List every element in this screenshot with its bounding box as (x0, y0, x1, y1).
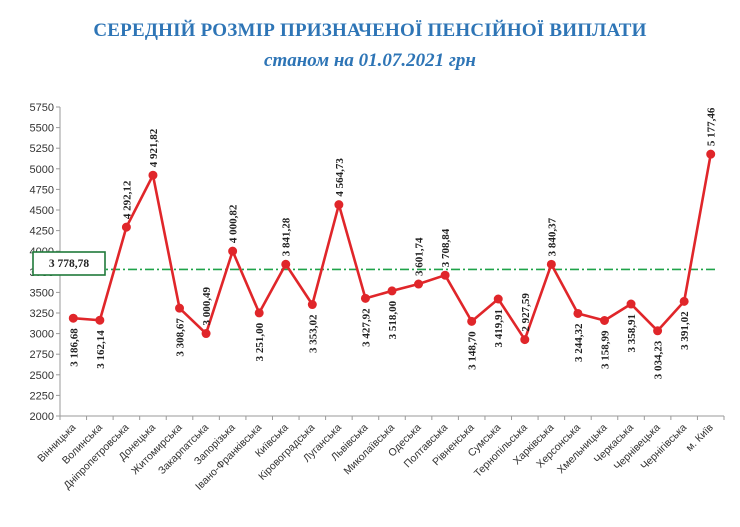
chart-axes: 2000225025002750300032503500375040004250… (30, 102, 725, 423)
y-tick-label: 5250 (30, 143, 54, 155)
data-label: 3 353,02 (307, 314, 319, 353)
data-label: 3 308,67 (175, 318, 187, 357)
data-point (414, 279, 424, 289)
data-label: 3 419,91 (493, 309, 505, 348)
y-tick-label: 5500 (30, 123, 54, 135)
data-point (573, 308, 583, 318)
data-label: 3 391,02 (679, 311, 691, 350)
data-labels-group: 3 186,68 3 162,14 4 292,12 4 921,82 3 308,67… (68, 107, 717, 379)
data-point (387, 286, 397, 296)
data-point (546, 259, 556, 269)
data-point (334, 200, 344, 210)
data-label: 3 162,14 (95, 330, 107, 369)
data-label: 3 358,91 (626, 314, 638, 353)
data-label: 3 186,68 (68, 328, 80, 367)
category-labels-group: ВінницькаВолинськаДніпропетровськаДонець… (35, 421, 716, 492)
series-line-group (68, 149, 716, 345)
y-tick-label: 3250 (30, 308, 54, 320)
data-point (307, 300, 317, 310)
data-label: 3 841,28 (281, 217, 293, 256)
y-tick-label: 2250 (30, 390, 54, 402)
data-label: 3 244,32 (573, 323, 585, 362)
y-tick-label: 3500 (30, 287, 54, 299)
data-point (121, 222, 131, 232)
data-point (281, 259, 291, 269)
average-line-group: 3 778,78 (32, 251, 718, 276)
data-point (493, 294, 503, 304)
data-point (95, 315, 105, 325)
data-point (201, 329, 211, 339)
average-label: 3 778,78 (49, 258, 90, 270)
data-point (653, 326, 663, 336)
chart-subtitle: станом на 01.07.2021 грн (264, 50, 476, 71)
data-point (68, 313, 78, 323)
data-label: 3 158,99 (599, 330, 611, 369)
data-label: 2 927,59 (520, 293, 532, 332)
data-label: 3 000,49 (201, 287, 213, 326)
data-point (599, 315, 609, 325)
data-point (148, 170, 158, 180)
data-point (467, 316, 477, 326)
data-label: 4 921,82 (148, 128, 160, 167)
y-tick-label: 4500 (30, 205, 54, 217)
category-label: м. Київ (684, 421, 716, 453)
data-label: 4 564,73 (334, 158, 346, 197)
y-tick-label: 5750 (30, 102, 54, 114)
data-point (626, 299, 636, 309)
y-tick-label: 2000 (30, 411, 54, 423)
y-tick-label: 3000 (30, 329, 54, 341)
data-label: 3 708,84 (440, 228, 452, 267)
data-point (360, 293, 370, 303)
data-label: 3 148,70 (467, 331, 479, 370)
data-point (440, 270, 450, 280)
y-tick-label: 5000 (30, 164, 54, 176)
data-point (254, 308, 264, 318)
data-label: 3 427,92 (360, 308, 372, 347)
data-label: 3 034,23 (653, 340, 665, 379)
y-tick-label: 2750 (30, 349, 54, 361)
data-label: 3 251,00 (254, 322, 266, 361)
data-label: 3 840,37 (546, 217, 558, 256)
data-point (520, 335, 530, 345)
data-point (706, 149, 716, 159)
average-label-box (32, 251, 106, 276)
data-point (679, 296, 689, 306)
y-tick-label: 4750 (30, 184, 54, 196)
y-tick-label: 4250 (30, 226, 54, 238)
data-label: 5 177,46 (706, 107, 718, 146)
data-label: 4 292,12 (121, 180, 133, 219)
data-label: 3 601,74 (414, 237, 426, 276)
data-label: 4 000,82 (228, 204, 240, 243)
chart-title: СЕРЕДНІЙ РОЗМІР ПРИЗНАЧЕНОЇ ПЕНСІЙНОЇ ВИ… (93, 20, 647, 41)
data-point (175, 303, 185, 313)
data-point (228, 246, 238, 256)
y-tick-label: 2500 (30, 370, 54, 382)
data-label: 3 518,00 (387, 300, 399, 339)
